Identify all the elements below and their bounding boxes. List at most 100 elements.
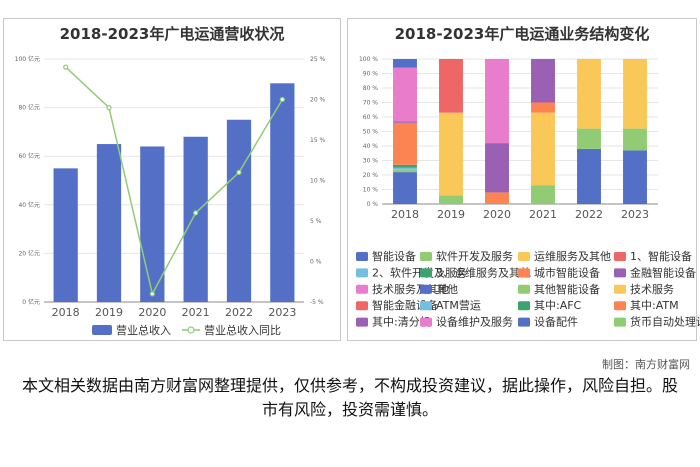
- legend-swatch: [614, 317, 626, 327]
- structure-bar-segment: [531, 59, 555, 103]
- legend-label-yoy: 营业总收入同比: [204, 323, 281, 337]
- legend-label: 2、软件开发及服务: [372, 265, 467, 279]
- legend-swatch: [614, 284, 626, 294]
- legend-swatch: [518, 301, 530, 311]
- legend-label: 设备配件: [534, 315, 578, 329]
- revenue-bar: [140, 146, 165, 302]
- x-tick-label: 2023: [621, 208, 649, 221]
- y-tick-label: 90 %: [363, 71, 379, 78]
- revenue-chart-title: 2018-2023年广电运通营收状况: [59, 25, 285, 43]
- legend-swatch: [356, 284, 368, 294]
- yoy-point: [193, 210, 199, 216]
- legend-label: 其中:AFC: [534, 299, 582, 312]
- structure-bar-segment: [393, 164, 417, 168]
- legend-label: 其他智能设备: [534, 282, 600, 296]
- structure-bar-segment: [577, 128, 601, 149]
- yoy-point: [63, 64, 69, 70]
- y-left-tick-label: 60 亿元: [18, 152, 40, 160]
- legend-swatch: [420, 268, 432, 278]
- y-tick-label: 10 %: [363, 187, 379, 194]
- legend-label: 运维服务及其他: [534, 250, 611, 263]
- x-tick-label: 2021: [182, 306, 210, 319]
- y-left-tick-label: 80 亿元: [18, 104, 40, 112]
- legend-swatch: [420, 317, 432, 327]
- structure-bar-segment: [531, 112, 555, 186]
- structure-bar-segment: [393, 122, 417, 165]
- y-right-tick-label: 5 %: [310, 218, 322, 225]
- structure-bar-segment: [393, 59, 417, 68]
- revenue-chart-panel: 2018-2023年广电运通营收状况 0 亿元 20 亿元 40 亿元 60 亿元 80…: [3, 18, 341, 341]
- revenue-bar: [96, 144, 122, 302]
- yoy-point: [106, 104, 112, 111]
- legend-swatch: [356, 252, 368, 261]
- legend-label: 设备维护及服务: [436, 315, 513, 329]
- structure-bar-segment: [485, 59, 509, 144]
- structure-chart-title: 2018-2023年广电运通业务结构变化: [394, 25, 650, 43]
- y-tick-label: 0 %: [367, 201, 379, 208]
- y-right-tick-label: 10 %: [310, 178, 326, 185]
- legend-label: 1、智能设备: [630, 249, 692, 263]
- legend-label: 3、运维服务及其他: [436, 266, 531, 279]
- structure-bar-segment: [393, 167, 417, 170]
- structure-bar-segment: [623, 59, 647, 129]
- legend-swatch: [614, 252, 626, 261]
- x-tick-label: 2019: [95, 306, 123, 319]
- y-left-tick-label: 20 亿元: [18, 249, 40, 257]
- y-tick-label: 60 %: [363, 114, 379, 121]
- structure-bar-segment: [439, 195, 463, 204]
- structure-bar-segment: [393, 172, 417, 204]
- legend-swatch: [420, 252, 432, 261]
- x-tick-label: 2020: [483, 208, 511, 221]
- x-tick-label: 2022: [575, 208, 603, 221]
- legend-label: 智能设备: [372, 249, 416, 263]
- legend-label: 软件开发及服务: [436, 249, 513, 263]
- legend-label: 城市智能设备: [534, 265, 600, 279]
- y-right-tick-label: 25 %: [310, 56, 326, 63]
- legend-swatch: [356, 301, 368, 311]
- legend-label-revenue: 营业总收入: [116, 323, 171, 337]
- y-right-tick-label: 15 %: [310, 137, 326, 144]
- x-tick-label: 2019: [437, 208, 465, 221]
- legend-label: 其中:ATM: [630, 299, 679, 312]
- legend-swatch: [356, 268, 368, 278]
- structure-bar-segment: [623, 150, 647, 204]
- y-left-tick-label: 100 亿元: [15, 55, 40, 63]
- legend-swatch: [420, 301, 432, 311]
- legend-swatch: [356, 317, 368, 327]
- legend-label: 其中:清分机: [372, 315, 431, 329]
- legend-swatch-yoy-point: [187, 326, 195, 334]
- yoy-point: [279, 96, 285, 103]
- revenue-bar: [53, 168, 78, 302]
- legend-swatch: [518, 268, 530, 278]
- revenue-chart: 0 亿元 20 亿元 40 亿元 60 亿元 80 亿元 100 亿元 -5 % 0 % 5 %…: [15, 55, 326, 337]
- y-tick-label: 20 %: [363, 172, 379, 179]
- revenue-bar: [270, 83, 295, 302]
- y-left-tick-label: 0 亿元: [22, 298, 40, 306]
- legend-label: 金融智能设备: [630, 265, 696, 279]
- structure-bar-segment: [577, 148, 601, 204]
- structure-bar-segment: [393, 121, 417, 123]
- structure-bar-segment: [531, 185, 555, 204]
- legend-label: 货币自动处理设备: [630, 315, 700, 329]
- legend-swatch: [614, 301, 626, 311]
- yoy-point: [236, 169, 242, 175]
- x-tick-label: 2018: [52, 306, 80, 319]
- legend-label: 其他: [436, 283, 458, 296]
- x-tick-label: 2018: [391, 208, 419, 221]
- structure-chart-panel: 2018-2023年广电运通业务结构变化 0 % 10 % 20 % 30 % 40 %…: [347, 18, 700, 341]
- chart-credit: 制图：南方财富网: [602, 358, 690, 371]
- x-tick-label: 2021: [529, 208, 557, 221]
- y-tick-label: 50 %: [363, 129, 379, 136]
- x-tick-label: 2022: [225, 306, 253, 319]
- legend-swatch: [420, 284, 432, 294]
- disclaimer-text: 本文相关数据由南方财富网整理提供，仅供参考，不构成投资建议，据此操作，风险自担。…: [21, 376, 678, 419]
- structure-chart: 0 % 10 % 20 % 30 % 40 % 50 % 60 % 70 % 80 % 90 % 1…: [356, 56, 700, 329]
- y-tick-label: 40 %: [363, 143, 379, 150]
- structure-bar-segment: [393, 67, 417, 122]
- y-tick-label: 100 %: [359, 56, 378, 63]
- y-tick-label: 70 %: [363, 100, 379, 107]
- legend-label: 技术服务: [630, 283, 674, 296]
- legend-swatch: [518, 284, 530, 294]
- x-tick-label: 2020: [138, 306, 166, 319]
- y-right-tick-label: 20 %: [310, 97, 326, 104]
